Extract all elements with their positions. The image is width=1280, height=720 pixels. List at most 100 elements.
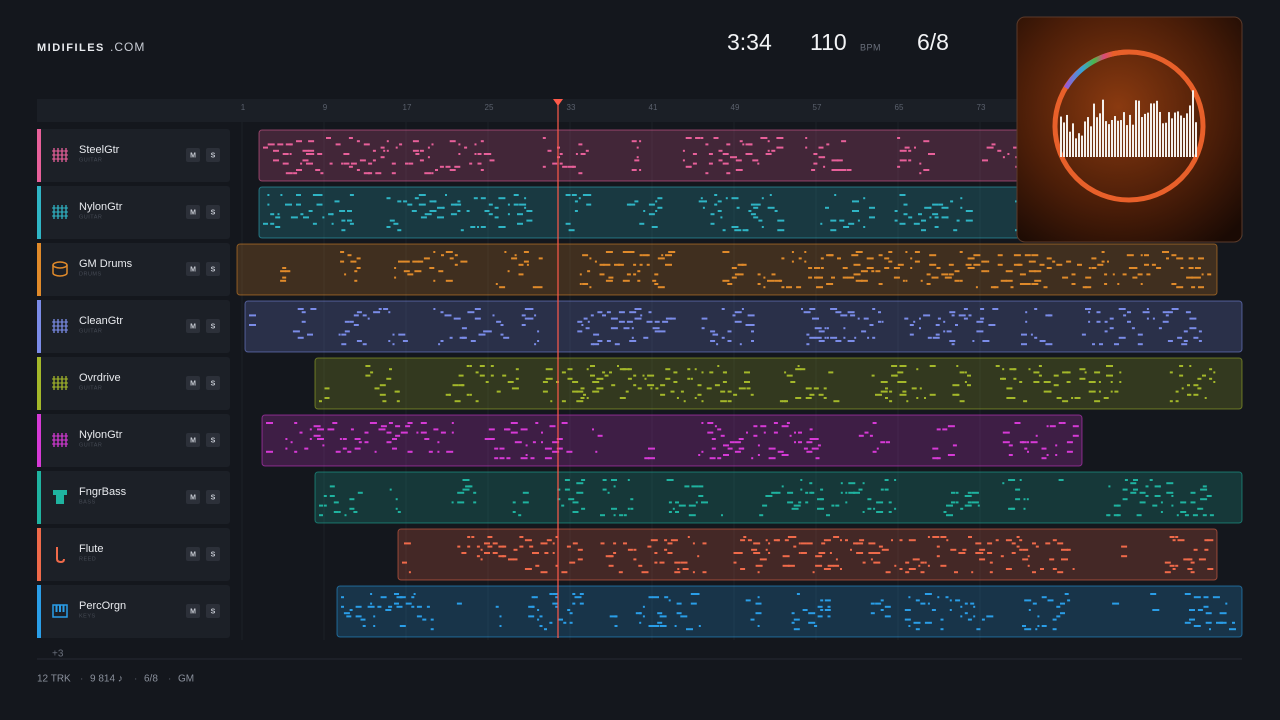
note [340, 260, 345, 263]
note [386, 377, 392, 380]
note [968, 536, 972, 538]
clip[interactable] [236, 243, 1218, 296]
mute-button[interactable] [186, 547, 200, 561]
note [902, 390, 907, 393]
note [339, 210, 346, 212]
solo-button[interactable] [206, 262, 220, 276]
track-header[interactable] [37, 414, 230, 467]
note [263, 222, 268, 225]
note [512, 511, 516, 513]
note [880, 441, 886, 444]
note [742, 447, 745, 450]
note [1190, 491, 1196, 494]
note [596, 377, 604, 380]
note [397, 511, 401, 513]
note [646, 263, 650, 266]
note [927, 602, 930, 605]
note [744, 371, 750, 374]
note [784, 539, 789, 542]
note [368, 172, 373, 175]
mute-button[interactable] [186, 490, 200, 504]
mute-button[interactable] [186, 319, 200, 333]
note [449, 140, 456, 143]
note [967, 501, 972, 504]
note [805, 146, 808, 149]
note [698, 200, 706, 203]
playhead-handle[interactable] [553, 99, 563, 106]
note [597, 311, 603, 314]
note [520, 457, 528, 460]
track-header[interactable] [37, 300, 230, 353]
solo-button[interactable] [206, 490, 220, 504]
clip[interactable] [244, 300, 1243, 353]
track-header[interactable] [37, 585, 230, 638]
solo-button[interactable] [206, 547, 220, 561]
note [1009, 368, 1016, 371]
note [989, 561, 993, 564]
clip[interactable] [314, 471, 1243, 524]
note [850, 548, 852, 551]
solo-button[interactable] [206, 205, 220, 219]
note [806, 450, 813, 453]
note [467, 536, 471, 538]
mute-button[interactable] [186, 262, 200, 276]
note [1184, 621, 1191, 624]
note [313, 425, 321, 428]
note [889, 400, 893, 403]
solo-button[interactable] [206, 376, 220, 390]
solo-button[interactable] [206, 604, 220, 618]
solo-button[interactable] [206, 148, 220, 162]
clip[interactable] [314, 357, 1243, 410]
note [1197, 377, 1202, 380]
solo-button[interactable] [206, 433, 220, 447]
note [449, 336, 453, 339]
note [586, 368, 589, 371]
track-header[interactable] [37, 243, 230, 296]
note [1189, 327, 1197, 330]
note [439, 165, 444, 168]
note [739, 140, 743, 143]
note [500, 333, 504, 336]
note [726, 172, 731, 175]
note [607, 491, 610, 494]
note [738, 438, 744, 440]
note [938, 203, 944, 206]
track-header[interactable] [37, 129, 230, 182]
note [739, 169, 743, 171]
mute-button[interactable] [186, 433, 200, 447]
note [914, 251, 920, 253]
track-header[interactable] [37, 471, 230, 524]
note [950, 200, 954, 203]
track-header[interactable] [37, 528, 230, 581]
note [878, 283, 883, 285]
note [1169, 564, 1175, 567]
note [872, 336, 876, 339]
note [820, 222, 823, 225]
note [919, 387, 922, 390]
note [487, 330, 492, 333]
note [687, 368, 691, 371]
more-tracks[interactable]: +3 [52, 649, 64, 660]
clip[interactable] [261, 414, 1083, 467]
note [484, 552, 490, 554]
track-header[interactable] [37, 186, 230, 239]
mute-button[interactable] [186, 376, 200, 390]
note [1025, 320, 1028, 323]
track-header[interactable] [37, 357, 230, 410]
note [343, 153, 350, 155]
note [1030, 441, 1038, 444]
clip[interactable] [397, 528, 1218, 581]
note [826, 336, 829, 339]
mute-button[interactable] [186, 205, 200, 219]
note [867, 498, 872, 501]
solo-button[interactable] [206, 319, 220, 333]
note [853, 542, 859, 545]
note [404, 542, 409, 545]
clip[interactable] [336, 585, 1243, 638]
mute-button[interactable] [186, 148, 200, 162]
mute-button[interactable] [186, 604, 200, 618]
note [648, 213, 655, 216]
note [365, 365, 371, 367]
note [433, 428, 439, 431]
note [878, 545, 883, 548]
